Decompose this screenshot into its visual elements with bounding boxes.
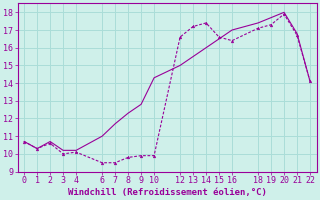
X-axis label: Windchill (Refroidissement éolien,°C): Windchill (Refroidissement éolien,°C) (68, 188, 267, 197)
